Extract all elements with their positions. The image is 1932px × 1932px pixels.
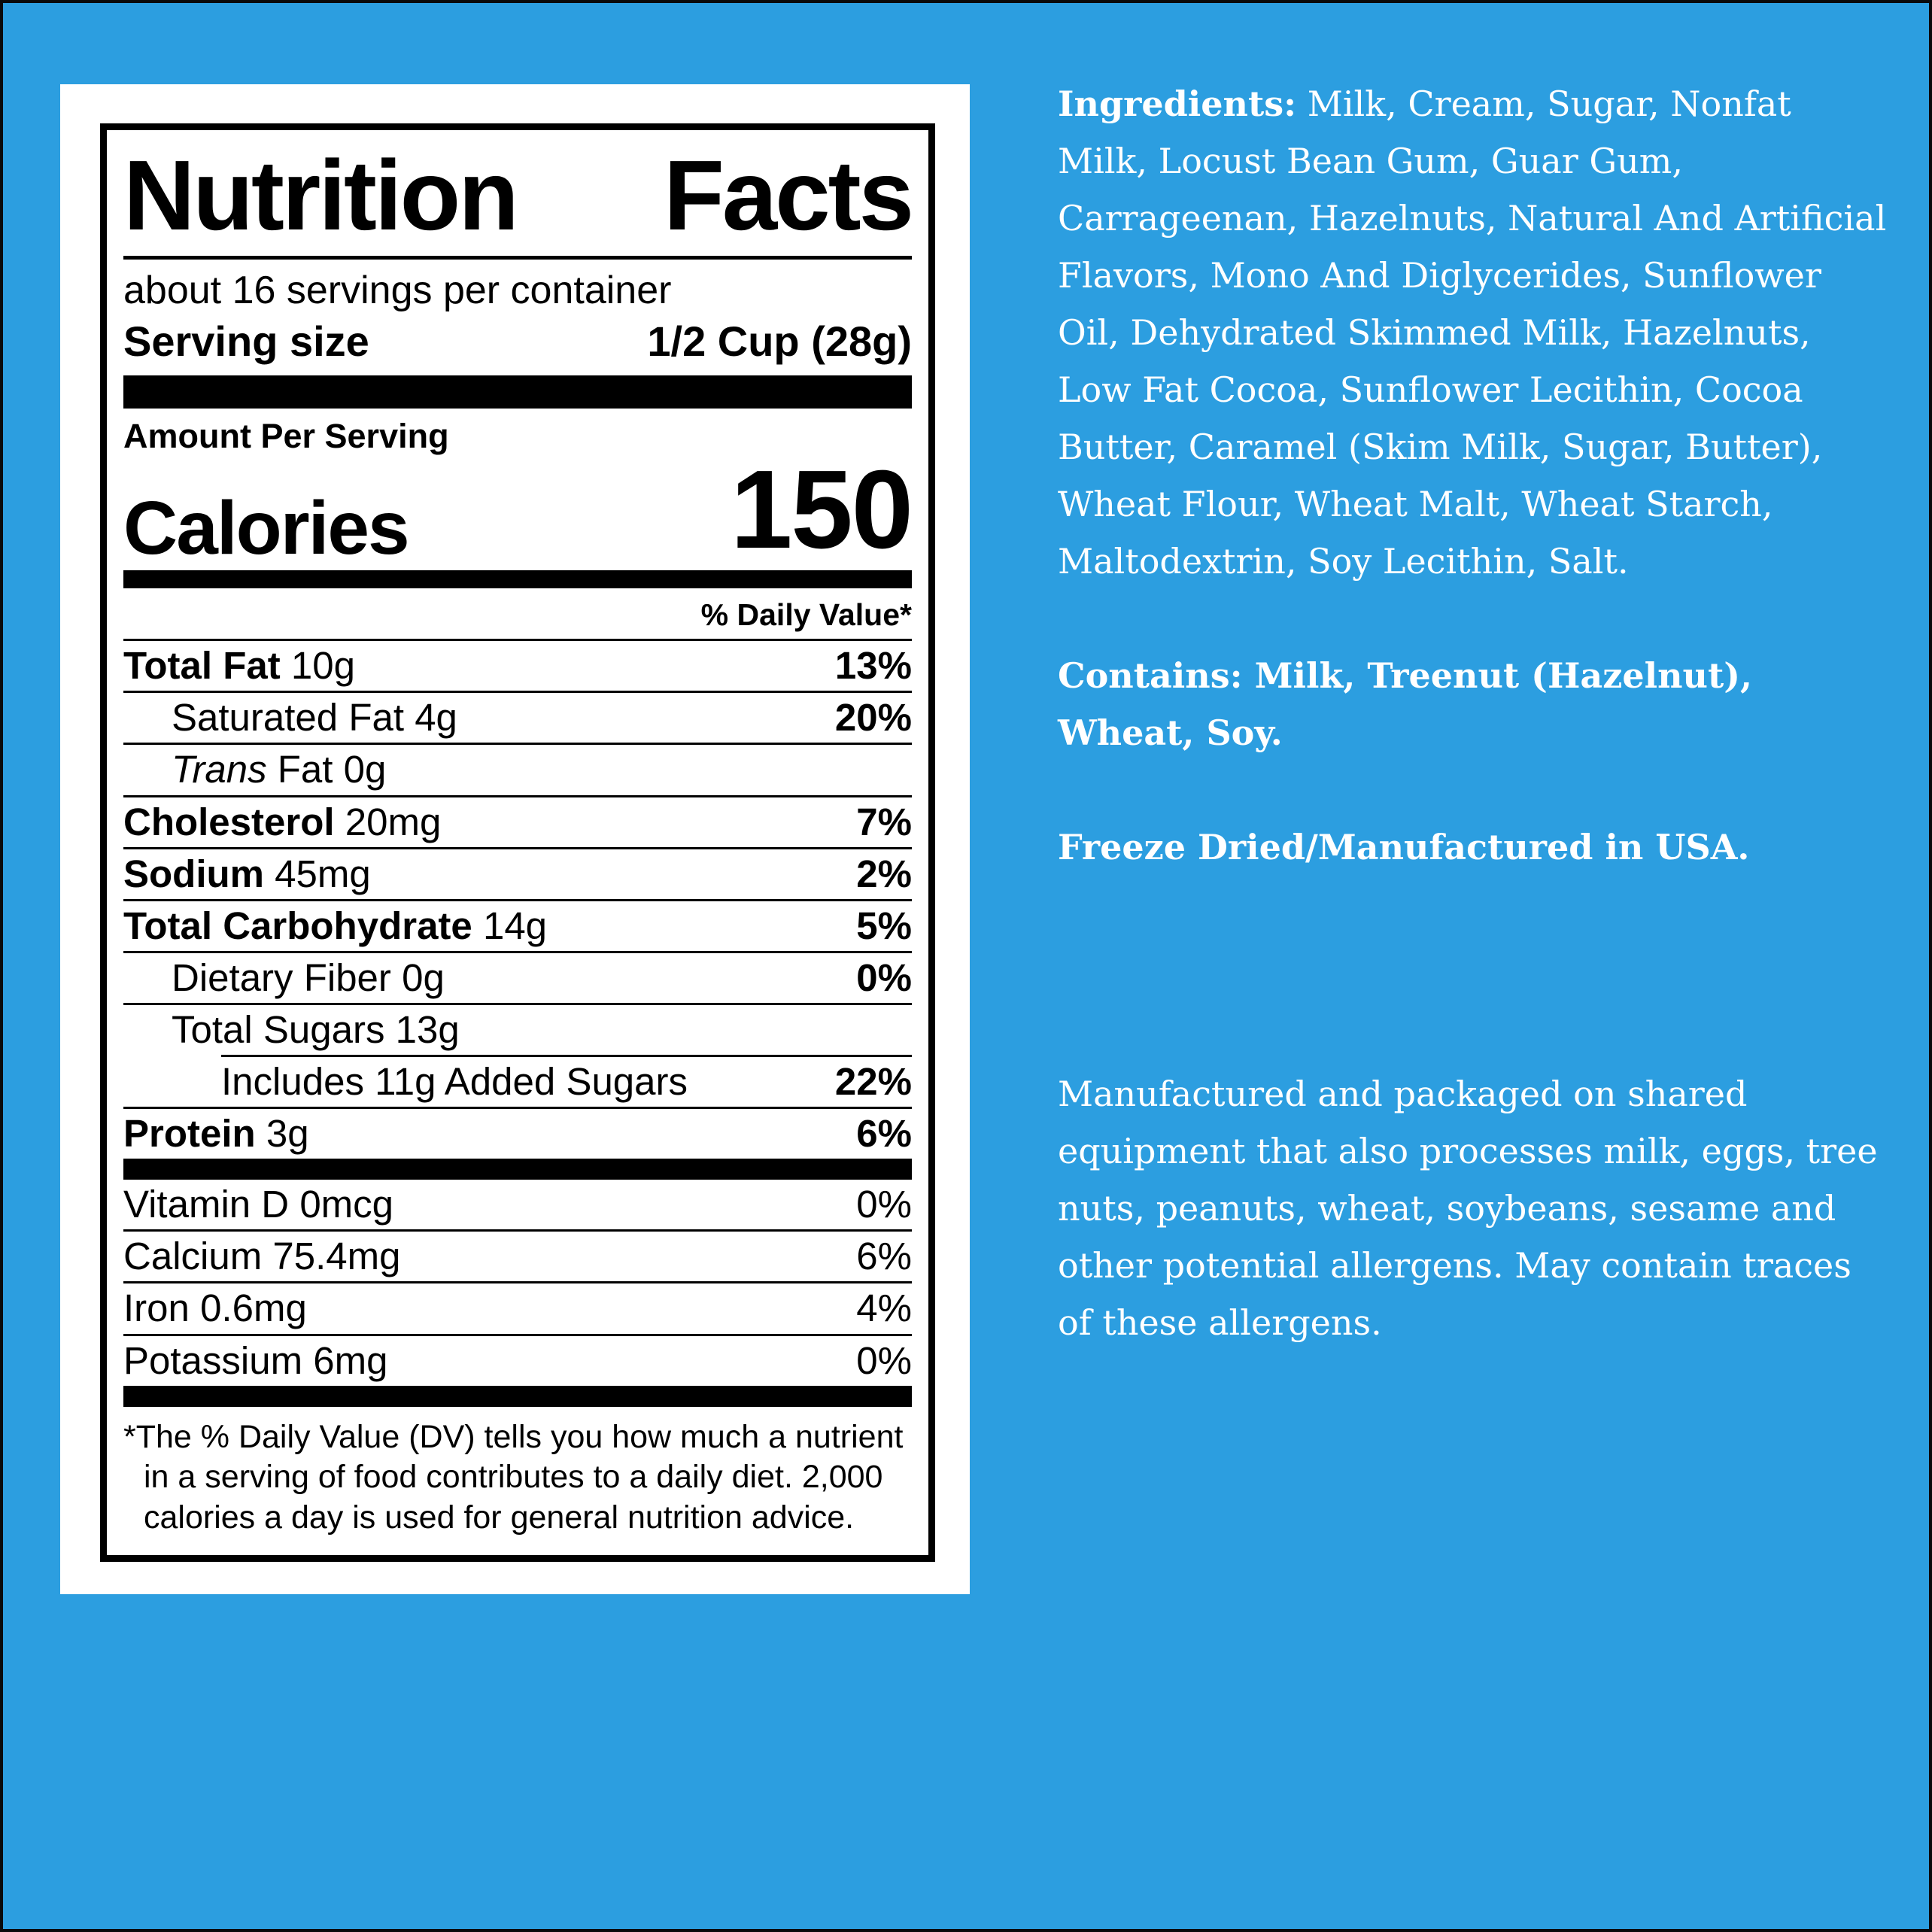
divider bbox=[123, 1107, 912, 1110]
nutrient-row-total-fat: Total Fat 10g 13% bbox=[123, 644, 912, 688]
ingredients-label: Ingredients: bbox=[1058, 84, 1297, 124]
divider bbox=[123, 1281, 912, 1284]
vitamin-row-calcium: Calcium 75.4mg 6% bbox=[123, 1235, 912, 1278]
serving-size-value: 1/2 Cup (28g) bbox=[647, 317, 912, 366]
dv-value: 5% bbox=[856, 904, 912, 947]
ingredients-paragraph: Ingredients: Milk, Cream, Sugar, Nonfat … bbox=[1058, 75, 1891, 590]
title-divider bbox=[123, 255, 912, 260]
daily-value-footnote: *The % Daily Value (DV) tells you how mu… bbox=[123, 1418, 904, 1536]
serving-size-label: Serving size bbox=[123, 317, 369, 366]
calories-row: Calories 150 bbox=[123, 448, 913, 573]
nutrient-row-saturated-fat: Saturated Fat 4g 20% bbox=[172, 696, 912, 740]
allergen-statement: Manufactured and packaged on shared equi… bbox=[1058, 1074, 1878, 1343]
nutrient-row-total-sugars: Total Sugars 13g bbox=[172, 1007, 460, 1051]
divider bbox=[123, 1229, 912, 1232]
divider bbox=[123, 1333, 912, 1336]
daily-value-header: % Daily Value* bbox=[700, 597, 912, 633]
dv-value: 2% bbox=[856, 852, 912, 895]
vitamin-row-iron: Iron 0.6mg 4% bbox=[123, 1286, 912, 1330]
info-panel: Ingredients: Milk, Cream, Sugar, Nonfat … bbox=[1058, 75, 1891, 1408]
dv-value: 0% bbox=[856, 955, 912, 999]
divider bbox=[123, 794, 912, 797]
dv-value: 6% bbox=[856, 1235, 912, 1278]
divider-indented bbox=[221, 1055, 912, 1058]
vitamin-row-vitamin-d: Vitamin D 0mcg 0% bbox=[123, 1183, 912, 1226]
divider bbox=[123, 639, 912, 642]
contains-statement: Contains: Milk, Treenut (Hazelnut), Whea… bbox=[1058, 655, 1752, 753]
thick-bar bbox=[123, 1385, 912, 1407]
divider bbox=[123, 1002, 912, 1005]
dv-value: 0% bbox=[856, 1338, 912, 1382]
nutrition-facts-title: Nutrition Facts bbox=[123, 140, 914, 251]
calories-value: 150 bbox=[731, 448, 913, 573]
divider bbox=[123, 691, 912, 694]
divider bbox=[123, 898, 912, 901]
dv-value: 0% bbox=[856, 1183, 912, 1226]
nutrient-row-added-sugars: Includes 11g Added Sugars 22% bbox=[221, 1060, 912, 1104]
dv-value: 4% bbox=[856, 1286, 912, 1330]
dv-value: 13% bbox=[834, 644, 912, 688]
nutrient-row-total-carbohydrate: Total Carbohydrate 14g 5% bbox=[123, 904, 912, 947]
servings-per-container: about 16 servings per container bbox=[123, 268, 672, 312]
dv-value: 7% bbox=[856, 800, 912, 843]
origin-statement: Freeze Dried/Manufactured in USA. bbox=[1058, 827, 1750, 867]
amount-per-serving-label: Amount Per Serving bbox=[123, 416, 449, 455]
dv-value: 22% bbox=[834, 1060, 912, 1104]
thick-bar bbox=[123, 375, 912, 409]
nutrient-row-trans-fat: Trans Fat 0g bbox=[172, 748, 387, 791]
thick-bar bbox=[123, 1159, 912, 1180]
serving-size-row: Serving size 1/2 Cup (28g) bbox=[123, 314, 912, 375]
nutrient-row-protein: Protein 3g 6% bbox=[123, 1112, 912, 1156]
calories-label: Calories bbox=[123, 486, 410, 571]
dv-value: 20% bbox=[834, 696, 912, 740]
nutrition-facts-label: Nutrition Facts about 16 servings per co… bbox=[100, 123, 935, 1562]
divider bbox=[123, 950, 912, 953]
nutrient-row-cholesterol: Cholesterol 20mg 7% bbox=[123, 800, 912, 843]
nutrient-row-dietary-fiber: Dietary Fiber 0g 0% bbox=[172, 955, 912, 999]
thick-bar bbox=[123, 570, 912, 589]
label-card: Nutrition Facts about 16 servings per co… bbox=[60, 84, 970, 1594]
vitamin-row-potassium: Potassium 6mg 0% bbox=[123, 1338, 912, 1382]
divider bbox=[123, 846, 912, 849]
ingredients-text: Milk, Cream, Sugar, Nonfat Milk, Locust … bbox=[1058, 84, 1887, 582]
divider bbox=[123, 743, 912, 746]
dv-value: 6% bbox=[856, 1112, 912, 1156]
nutrient-row-sodium: Sodium 45mg 2% bbox=[123, 852, 912, 895]
